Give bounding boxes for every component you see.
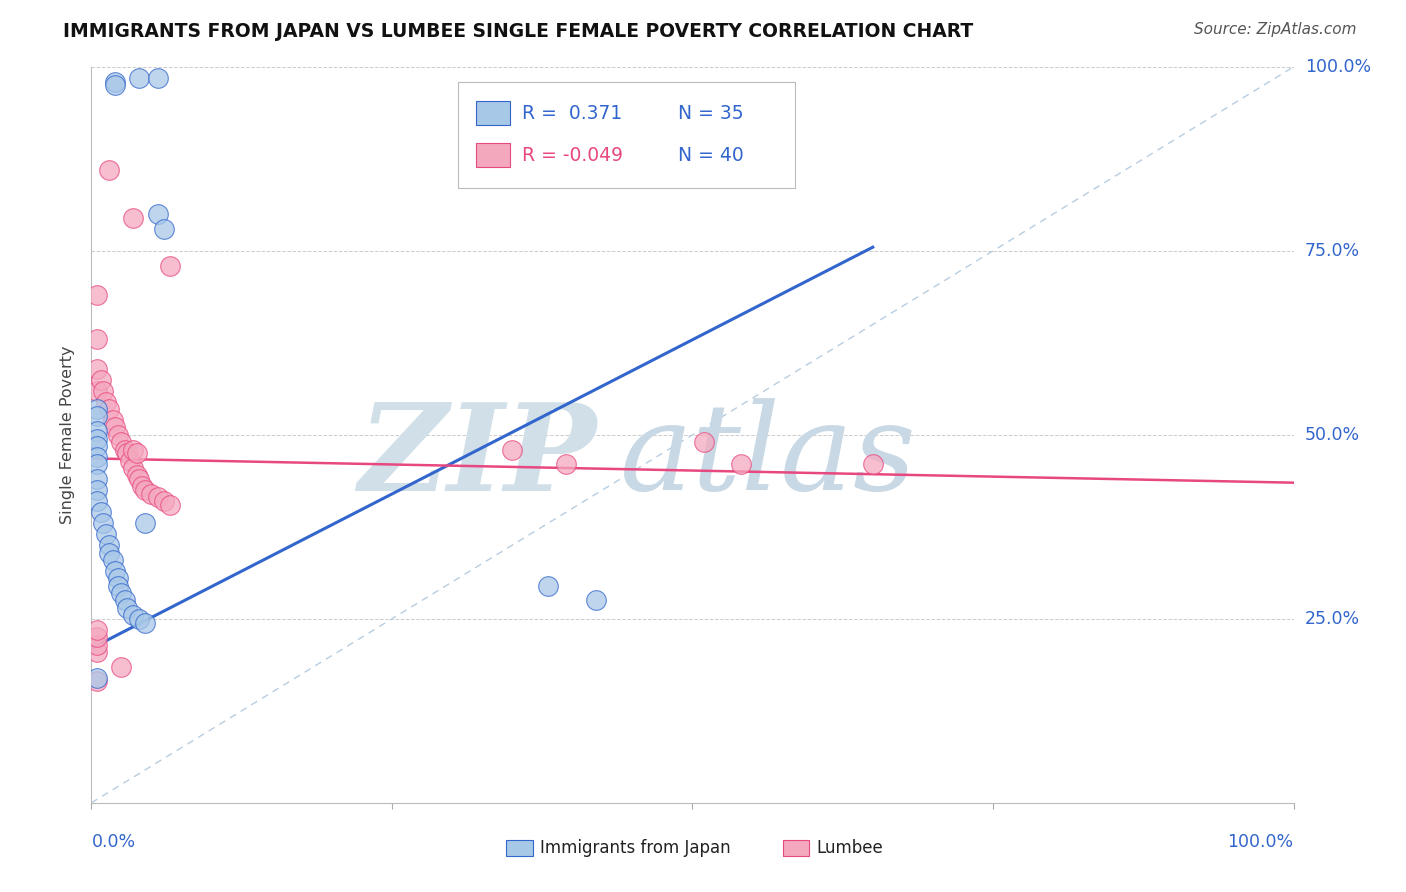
Point [159, 259, 181, 273]
Point [86, 674, 108, 689]
Point [862, 457, 884, 471]
Point [98, 163, 121, 178]
Point [86, 623, 108, 637]
Point [93, 516, 115, 530]
Point [101, 413, 124, 427]
Point [146, 70, 169, 85]
Text: R =  0.371: R = 0.371 [522, 103, 621, 123]
Point [122, 211, 145, 225]
Point [117, 446, 139, 460]
Point [122, 461, 145, 475]
Point [86, 450, 108, 464]
Point [128, 472, 150, 486]
Point [107, 579, 129, 593]
Point [86, 671, 108, 685]
Text: Source: ZipAtlas.com: Source: ZipAtlas.com [1194, 22, 1357, 37]
Point [152, 494, 174, 508]
Point [98, 538, 121, 552]
Text: Immigrants from Japan: Immigrants from Japan [540, 838, 730, 856]
Point [94, 394, 117, 409]
Point [537, 579, 560, 593]
Point [86, 384, 108, 398]
Text: atlas: atlas [620, 398, 917, 516]
Point [110, 435, 132, 450]
Point [107, 427, 129, 442]
Point [131, 479, 153, 493]
Point [152, 222, 174, 236]
Point [585, 593, 607, 607]
Point [146, 491, 169, 505]
Point [134, 483, 156, 497]
Point [94, 527, 117, 541]
Text: 25.0%: 25.0% [1305, 610, 1360, 628]
FancyBboxPatch shape [477, 144, 510, 167]
Point [104, 420, 127, 434]
Point [90, 505, 112, 519]
Point [93, 384, 115, 398]
Point [86, 402, 108, 417]
Point [110, 659, 132, 673]
Point [90, 373, 112, 387]
Point [555, 457, 578, 471]
Point [125, 446, 148, 460]
Point [117, 600, 139, 615]
Point [86, 332, 108, 346]
Text: 100.0%: 100.0% [1305, 58, 1371, 76]
Point [86, 288, 108, 302]
Point [128, 612, 150, 626]
Point [86, 424, 108, 438]
Point [86, 638, 108, 652]
Point [86, 439, 108, 453]
Text: IMMIGRANTS FROM JAPAN VS LUMBEE SINGLE FEMALE POVERTY CORRELATION CHART: IMMIGRANTS FROM JAPAN VS LUMBEE SINGLE F… [63, 22, 973, 41]
Text: R = -0.049: R = -0.049 [522, 145, 623, 165]
Point [86, 472, 108, 486]
Text: 75.0%: 75.0% [1305, 242, 1360, 260]
FancyBboxPatch shape [783, 839, 808, 855]
Point [110, 586, 132, 600]
Point [134, 516, 156, 530]
Point [122, 608, 145, 623]
Point [114, 442, 136, 457]
Point [86, 494, 108, 508]
Text: N = 35: N = 35 [678, 103, 744, 123]
Text: 100.0%: 100.0% [1227, 833, 1294, 851]
FancyBboxPatch shape [506, 839, 533, 855]
Point [101, 553, 124, 567]
Point [86, 361, 108, 376]
Point [128, 70, 150, 85]
FancyBboxPatch shape [477, 102, 510, 125]
Point [122, 442, 145, 457]
Point [104, 564, 127, 578]
Point [104, 74, 127, 88]
Point [98, 545, 121, 560]
Point [134, 615, 156, 630]
Text: 50.0%: 50.0% [1305, 425, 1360, 444]
Point [86, 432, 108, 446]
Point [146, 207, 169, 221]
Point [86, 409, 108, 424]
Point [159, 498, 181, 512]
Point [730, 457, 752, 471]
Point [501, 442, 523, 457]
Text: 0.0%: 0.0% [91, 833, 135, 851]
Text: Lumbee: Lumbee [817, 838, 883, 856]
Point [141, 487, 163, 501]
FancyBboxPatch shape [458, 81, 794, 188]
Text: ZIP: ZIP [359, 398, 596, 516]
Point [86, 483, 108, 497]
Point [86, 457, 108, 471]
Point [98, 402, 121, 417]
Point [104, 78, 127, 93]
Y-axis label: Single Female Poverty: Single Female Poverty [60, 345, 76, 524]
Point [114, 593, 136, 607]
Point [125, 468, 148, 483]
Point [86, 645, 108, 659]
Point [107, 571, 129, 585]
Point [86, 630, 108, 644]
Text: N = 40: N = 40 [678, 145, 744, 165]
Point [118, 453, 141, 467]
Point [693, 435, 716, 450]
